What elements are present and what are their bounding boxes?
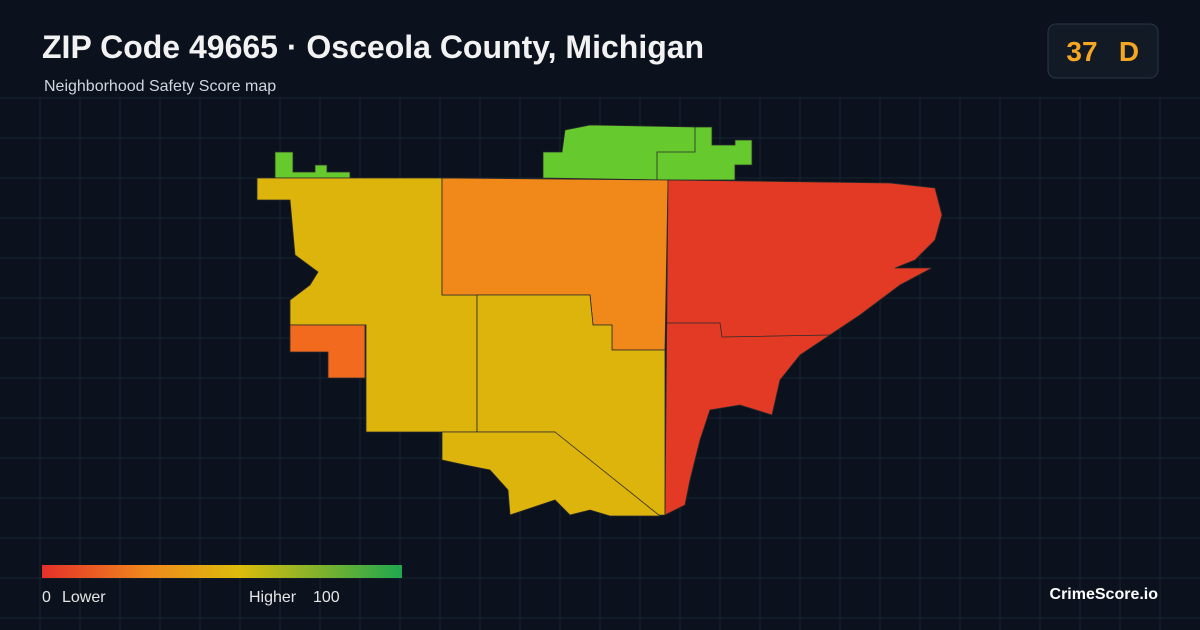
score: 37 bbox=[1066, 36, 1097, 67]
legend-max: 100 bbox=[313, 589, 340, 606]
brand: CrimeScore.io bbox=[1050, 586, 1159, 603]
boundary bbox=[656, 127, 696, 180]
legend-min-label: Lower bbox=[62, 589, 106, 606]
boundary bbox=[667, 322, 831, 338]
region bbox=[441, 431, 662, 517]
legend-bar bbox=[42, 565, 402, 578]
title: ZIP Code 49665 · Osceola County, Michiga… bbox=[42, 29, 704, 65]
legend-max-label: Higher bbox=[249, 589, 297, 606]
region bbox=[664, 179, 943, 516]
map bbox=[256, 124, 943, 517]
legend-min: 0 bbox=[42, 589, 51, 606]
region bbox=[289, 324, 366, 379]
grade: D bbox=[1119, 36, 1139, 67]
region bbox=[542, 124, 753, 181]
score-badge bbox=[1047, 23, 1159, 79]
subtitle: Neighborhood Safety Score map bbox=[44, 78, 276, 95]
